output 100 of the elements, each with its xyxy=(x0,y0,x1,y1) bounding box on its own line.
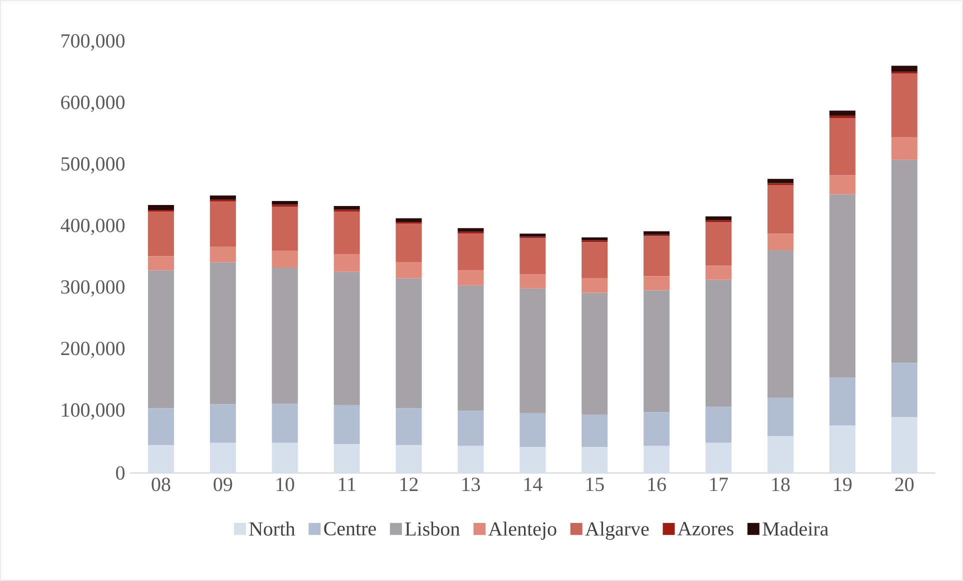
bar xyxy=(829,426,856,473)
y-tick-label: 0 xyxy=(116,466,125,480)
bar xyxy=(767,436,794,473)
bar xyxy=(582,447,608,473)
bar xyxy=(582,278,608,293)
bar xyxy=(767,234,794,250)
bar xyxy=(706,442,732,473)
bar xyxy=(706,280,732,407)
bar xyxy=(644,446,670,473)
bar xyxy=(458,446,484,473)
bar xyxy=(891,160,918,363)
bar xyxy=(396,262,422,278)
bar xyxy=(582,292,608,415)
bar xyxy=(891,137,918,160)
bar xyxy=(210,404,236,443)
bar xyxy=(210,202,236,247)
legend-label: North xyxy=(249,522,296,536)
bar xyxy=(334,212,360,254)
bar xyxy=(644,412,670,446)
bar xyxy=(458,285,484,411)
bar xyxy=(644,290,670,412)
x-tick-label: 18 xyxy=(772,478,790,492)
bar xyxy=(767,178,794,184)
bar xyxy=(334,272,360,406)
bar xyxy=(396,278,422,408)
legend-label: Alentejo xyxy=(488,522,556,540)
bar xyxy=(706,266,732,280)
x-tick-label: 09 xyxy=(214,478,232,492)
bar xyxy=(148,212,174,256)
bar xyxy=(272,442,298,473)
bar xyxy=(334,444,360,473)
bar xyxy=(272,206,298,251)
bar xyxy=(706,222,732,266)
bar xyxy=(272,250,298,268)
x-tick-label: 14 xyxy=(524,478,542,491)
x-tick-label: 17 xyxy=(710,478,728,491)
bar xyxy=(334,206,360,210)
y-tick-label: 200,000 xyxy=(61,342,125,358)
bar xyxy=(210,442,236,473)
y-tick-label: 300,000 xyxy=(61,280,125,297)
bar xyxy=(334,254,360,272)
bar xyxy=(891,417,918,473)
bar xyxy=(458,410,484,446)
bar xyxy=(148,205,174,210)
bar xyxy=(706,406,732,443)
y-tick-label: 100,000 xyxy=(62,403,125,420)
y-tick-label: 400,000 xyxy=(60,218,125,236)
bar xyxy=(210,246,236,262)
bar xyxy=(272,403,298,443)
bar xyxy=(767,250,794,398)
bar xyxy=(891,362,918,418)
bar xyxy=(829,110,856,116)
legend-label: Centre xyxy=(324,522,376,536)
bar xyxy=(582,414,608,448)
bar xyxy=(272,268,298,404)
y-tick-label: 700,000 xyxy=(62,34,125,51)
bar xyxy=(582,237,608,240)
bar xyxy=(520,238,546,274)
bar xyxy=(767,185,794,234)
bar xyxy=(644,276,670,290)
x-tick-label: 20 xyxy=(895,478,914,492)
bar xyxy=(829,118,856,176)
bar xyxy=(520,447,546,473)
y-tick-label: 600,000 xyxy=(61,96,125,112)
x-tick-label: 12 xyxy=(400,478,418,491)
bar xyxy=(644,236,670,276)
legend-label: Madeira xyxy=(762,522,828,536)
legend-label: Algarve xyxy=(585,522,649,540)
bar xyxy=(210,262,236,404)
bar xyxy=(829,378,856,426)
bar xyxy=(148,270,174,408)
bar xyxy=(644,231,670,235)
bar xyxy=(891,74,918,138)
bar xyxy=(706,216,732,220)
bar xyxy=(458,270,484,286)
bar xyxy=(272,201,298,205)
bar xyxy=(148,444,174,473)
bar xyxy=(520,234,546,237)
legend-label: Lisbon xyxy=(405,522,460,536)
bar xyxy=(396,408,422,446)
bar xyxy=(148,408,174,445)
bar xyxy=(829,175,856,194)
x-tick-label: 11 xyxy=(338,478,356,491)
x-tick-label: 10 xyxy=(276,478,294,492)
bar xyxy=(334,405,360,444)
bar xyxy=(582,242,608,278)
x-tick-label: 15 xyxy=(586,478,604,492)
bar xyxy=(210,196,236,200)
y-tick-label: 500,000 xyxy=(61,157,125,174)
bar xyxy=(458,234,484,270)
x-tick-label: 08 xyxy=(152,478,170,492)
x-tick-label: 19 xyxy=(834,478,852,492)
bar xyxy=(767,398,794,436)
bar xyxy=(396,445,422,473)
x-tick-label: 16 xyxy=(648,478,666,492)
bar xyxy=(396,218,422,222)
bar xyxy=(148,256,174,270)
bar xyxy=(891,66,918,72)
legend-label: Azores xyxy=(678,522,734,536)
bar xyxy=(520,288,546,414)
